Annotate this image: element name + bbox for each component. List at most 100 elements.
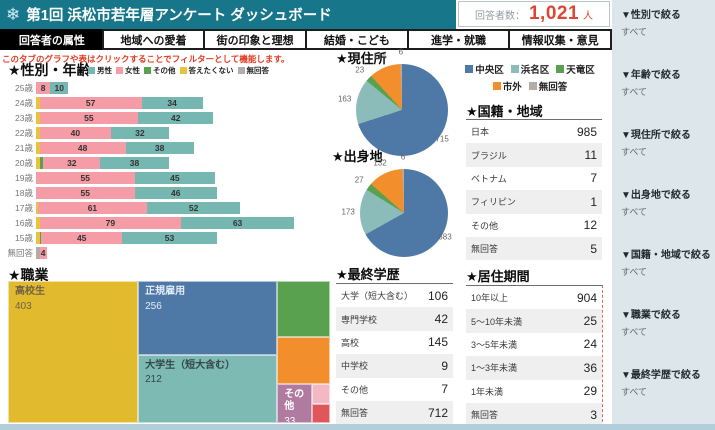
bar-segment[interactable] bbox=[36, 141, 40, 154]
bar-segment[interactable]: 48 bbox=[39, 141, 126, 154]
bar-segment[interactable]: 52 bbox=[147, 201, 241, 214]
table-row-label: 1年未満 bbox=[471, 386, 504, 397]
treemap-block[interactable]: その他 33 bbox=[277, 383, 313, 423]
table-row-label: 10年以上 bbox=[471, 293, 509, 304]
filter-dropdown[interactable]: すべて bbox=[621, 147, 648, 157]
treemap-block[interactable]: 大学生（短大含む） 212 bbox=[138, 354, 278, 423]
bar-segment[interactable]: 79 bbox=[39, 216, 182, 229]
treemap-block[interactable] bbox=[277, 281, 330, 338]
table-row[interactable]: ブラジル 11 bbox=[466, 143, 602, 167]
treemap-block[interactable] bbox=[277, 337, 330, 384]
tab-5[interactable]: 進学・就職 bbox=[406, 29, 511, 50]
bar-segment[interactable] bbox=[36, 96, 40, 109]
table-row[interactable]: 5～10年未満 25 bbox=[466, 309, 602, 333]
treemap-block-label: 高校生 bbox=[15, 286, 45, 297]
table-row-label: 無回答 bbox=[471, 410, 499, 421]
bar-row: 20歳 32 38 bbox=[4, 155, 304, 170]
table-row[interactable]: その他 12 bbox=[466, 214, 602, 237]
table-row[interactable]: 1～3年未満 36 bbox=[466, 356, 602, 380]
table-row[interactable]: 10年以上 904 bbox=[466, 286, 602, 309]
bar-segment[interactable] bbox=[36, 111, 40, 124]
bar-segment[interactable]: 4 bbox=[39, 246, 47, 259]
legend-item: 男性 bbox=[88, 65, 112, 76]
table-row-label: 無回答 bbox=[471, 244, 499, 255]
bar-segment[interactable]: 55 bbox=[39, 111, 139, 124]
filter-dropdown[interactable]: すべて bbox=[621, 327, 648, 337]
tab-6[interactable]: 情報収集・意見 bbox=[508, 29, 613, 50]
tab-4[interactable]: 結婚・こども bbox=[305, 29, 409, 50]
table-row-label: 無回答 bbox=[341, 408, 369, 419]
bar-segment[interactable]: 34 bbox=[141, 96, 203, 109]
pie-disc[interactable] bbox=[360, 169, 448, 257]
bottom-scroll-strip[interactable] bbox=[0, 424, 715, 430]
respondents-label: 回答者数： bbox=[474, 10, 525, 22]
table-row[interactable]: 専門学校 42 bbox=[336, 307, 453, 331]
table-row[interactable]: 1年未満 29 bbox=[466, 380, 602, 403]
pie-value-label: 6 bbox=[398, 47, 404, 57]
table-row[interactable]: フィリピン 1 bbox=[466, 190, 602, 214]
filter-dropdown[interactable]: すべて bbox=[621, 387, 648, 397]
table-row-value: 145 bbox=[427, 335, 448, 350]
bar-segment[interactable]: 61 bbox=[37, 201, 148, 214]
table-row[interactable]: 無回答 712 bbox=[336, 400, 453, 425]
table-row-label: 専門学校 bbox=[341, 314, 378, 325]
table-row[interactable]: 3～5年未満 24 bbox=[466, 333, 602, 356]
bar-segment[interactable]: 45 bbox=[41, 231, 122, 244]
legend-item: 天竜区 bbox=[556, 62, 595, 76]
pie-value-label: 683 bbox=[438, 232, 452, 242]
bar-segment[interactable]: 63 bbox=[181, 216, 294, 229]
bar-segment[interactable]: 42 bbox=[138, 111, 214, 124]
bar-category-label: 19歳 bbox=[15, 172, 33, 183]
bar-segment[interactable] bbox=[36, 156, 40, 169]
bar-segment[interactable]: 8 bbox=[36, 81, 51, 94]
bar-segment[interactable] bbox=[39, 156, 44, 169]
filter-dropdown[interactable]: すべて bbox=[621, 207, 648, 217]
bar-segment[interactable]: 53 bbox=[121, 231, 217, 244]
header-bar: ❄ 第1回 浜松市若年層アンケート ダッシュボード bbox=[0, 0, 456, 29]
bar-segment[interactable]: 38 bbox=[125, 141, 194, 154]
bar-segment[interactable]: 32 bbox=[111, 126, 169, 139]
table-row[interactable]: その他 7 bbox=[336, 378, 453, 401]
tab-3[interactable]: 街の印象と理想 bbox=[203, 29, 308, 50]
bar-segment[interactable]: 10 bbox=[50, 81, 69, 94]
treemap-block[interactable]: 正規雇用 256 bbox=[138, 281, 278, 355]
bar-category-label: 21歳 bbox=[15, 142, 33, 153]
tab-2[interactable]: 地域への愛着 bbox=[101, 29, 206, 50]
treemap-block[interactable] bbox=[312, 403, 330, 423]
filter-dropdown[interactable]: すべて bbox=[621, 267, 648, 277]
bar-row: 25歳 8 10 bbox=[4, 80, 304, 95]
bar-segment[interactable] bbox=[36, 216, 40, 229]
filter-dropdown[interactable]: すべて bbox=[621, 87, 648, 97]
tab-1[interactable]: 回答者の属性 bbox=[0, 29, 104, 50]
table-row[interactable]: 日本 985 bbox=[466, 120, 602, 143]
bar-segment[interactable]: 32 bbox=[43, 156, 101, 169]
bar-category-label: 22歳 bbox=[15, 127, 33, 138]
bar-segment[interactable]: 46 bbox=[134, 186, 217, 199]
birthplace-pie[interactable]: 683 173 27 132 6 bbox=[341, 153, 452, 257]
bar-segment[interactable]: 55 bbox=[36, 186, 135, 199]
bar-segment[interactable] bbox=[36, 201, 38, 214]
bar-segment[interactable] bbox=[39, 231, 42, 244]
gender-age-chart-title: ★性別・年齢 bbox=[8, 62, 91, 78]
table-row[interactable]: 大学（短大含む） 106 bbox=[336, 284, 453, 307]
bar-segment[interactable]: 45 bbox=[134, 171, 216, 184]
table-row[interactable]: 無回答 5 bbox=[466, 236, 602, 261]
filter-dropdown[interactable]: すべて bbox=[621, 27, 648, 37]
current-address-pie[interactable]: 715 163 23 114 6 bbox=[338, 47, 449, 156]
bar-segment[interactable] bbox=[36, 231, 40, 244]
table-row[interactable]: ベトナム 7 bbox=[466, 167, 602, 190]
treemap-block[interactable] bbox=[312, 383, 330, 404]
pie-disc[interactable] bbox=[356, 64, 448, 156]
bar-segment[interactable] bbox=[36, 126, 40, 139]
bar-segment[interactable]: 40 bbox=[39, 126, 112, 139]
filter-title: ▼出身地で絞る bbox=[621, 190, 691, 201]
bar-segment[interactable]: 57 bbox=[39, 96, 142, 109]
legend-item: 無回答 bbox=[528, 79, 567, 93]
table-row[interactable]: 中学校 9 bbox=[336, 354, 453, 378]
bar-segment[interactable]: 38 bbox=[100, 156, 169, 169]
treemap-block[interactable]: 高校生 403 bbox=[8, 281, 139, 423]
table-row[interactable]: 高校 145 bbox=[336, 331, 453, 354]
table-row[interactable]: 無回答 3 bbox=[466, 402, 602, 427]
bar-segment[interactable]: 55 bbox=[36, 171, 135, 184]
bar-segment[interactable] bbox=[36, 246, 40, 259]
